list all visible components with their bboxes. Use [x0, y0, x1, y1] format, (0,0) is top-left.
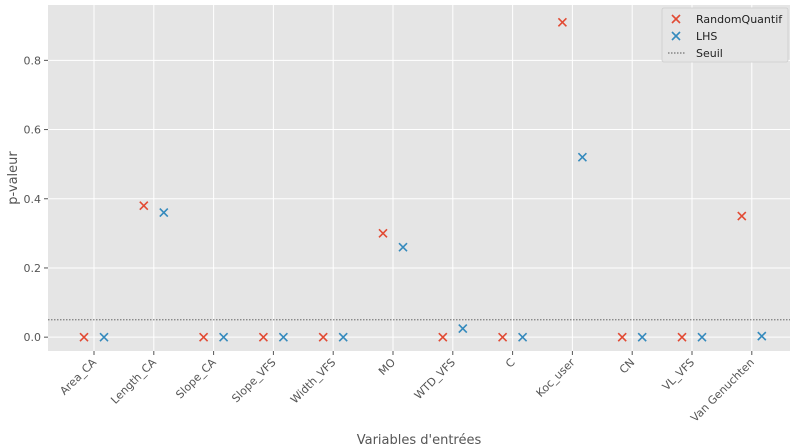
legend-box: [661, 7, 789, 63]
x-tick-label: Koc_user: [534, 356, 578, 400]
legend-label: Seuil: [696, 47, 723, 60]
legend-label: RandomQuantif: [696, 13, 783, 26]
point-lhs: [697, 332, 707, 342]
x-tick-label: Width_VFS: [288, 356, 338, 406]
x-axis: Area_CA Length_CA Slope_CA Slope_VFS Width_V…: [57, 351, 757, 425]
point-randomquantif: [79, 332, 89, 342]
point-randomquantif: [258, 332, 268, 342]
point-lhs: [338, 332, 348, 342]
point-lhs: [99, 332, 109, 342]
point-randomquantif: [617, 332, 627, 342]
x-tick-label: VL_VFS: [660, 356, 697, 393]
point-lhs: [577, 152, 587, 162]
y-axis-label: p-valeur: [6, 151, 21, 205]
x-tick-label: Length_CA: [108, 356, 159, 407]
point-randomquantif: [318, 332, 328, 342]
point-randomquantif: [557, 17, 567, 27]
x-tick-label: WTD_VFS: [412, 356, 458, 402]
legend: RandomQuantif LHS Seuil: [661, 7, 789, 63]
point-randomquantif: [378, 228, 388, 238]
point-lhs: [219, 332, 229, 342]
point-randomquantif: [199, 332, 209, 342]
y-tick-label: 0.0: [24, 331, 42, 344]
point-lhs: [398, 242, 408, 252]
x-tick-label: MO: [376, 356, 398, 378]
plot-background: [48, 5, 790, 351]
x-tick-label: Slope_VFS: [229, 356, 278, 405]
x-axis-label: Variables d'entrées: [357, 433, 482, 448]
point-randomquantif: [498, 332, 508, 342]
point-lhs: [757, 331, 767, 341]
x-tick-label: CN: [617, 356, 637, 376]
grid: [48, 5, 790, 351]
point-randomquantif: [677, 332, 687, 342]
y-tick-label: 0.2: [24, 262, 42, 275]
point-lhs: [278, 332, 288, 342]
point-randomquantif: [737, 211, 747, 221]
x-tick-label: Van Genuchten: [688, 356, 757, 425]
point-lhs: [518, 332, 528, 342]
x-tick-label: Slope_CA: [173, 356, 219, 402]
x-tick-label: C: [503, 356, 518, 371]
legend-label: LHS: [696, 30, 717, 43]
data-marks: [79, 17, 767, 342]
legend-marker: [671, 31, 681, 41]
point-randomquantif: [139, 201, 149, 211]
point-lhs: [637, 332, 647, 342]
legend-marker: [671, 14, 681, 24]
y-tick-label: 0.4: [24, 193, 42, 206]
x-tick-label: Area_CA: [57, 356, 99, 398]
y-axis: 0.0 0.2 0.4 0.6 0.8: [24, 54, 48, 344]
y-tick-label: 0.8: [24, 54, 42, 67]
y-tick-label: 0.6: [24, 124, 42, 137]
point-lhs: [159, 208, 169, 218]
point-randomquantif: [438, 332, 448, 342]
point-lhs: [458, 323, 468, 334]
